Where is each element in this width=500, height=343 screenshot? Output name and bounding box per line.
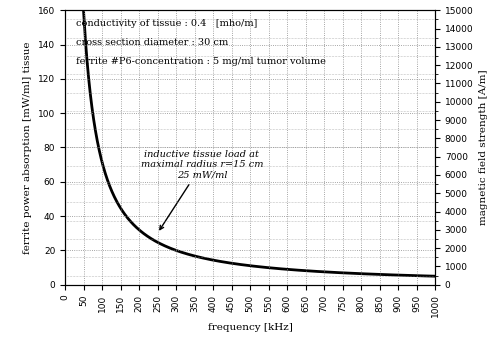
Text: cross section diameter : 30 cm: cross section diameter : 30 cm	[76, 38, 229, 47]
Y-axis label: magnetic field strength [A/m]: magnetic field strength [A/m]	[479, 70, 488, 225]
Text: ferrite #P6-concentration : 5 mg/ml tumor volume: ferrite #P6-concentration : 5 mg/ml tumo…	[76, 57, 326, 66]
Y-axis label: ferrite power absorption [mW/ml] tissue: ferrite power absorption [mW/ml] tissue	[24, 41, 32, 254]
X-axis label: frequency [kHz]: frequency [kHz]	[208, 323, 292, 332]
Text: conductivity of tissue : 0.4   [mho/m]: conductivity of tissue : 0.4 [mho/m]	[76, 19, 258, 27]
Text: inductive tissue load at
maximal radius r=15 cm
25 mW/ml: inductive tissue load at maximal radius …	[140, 150, 263, 229]
